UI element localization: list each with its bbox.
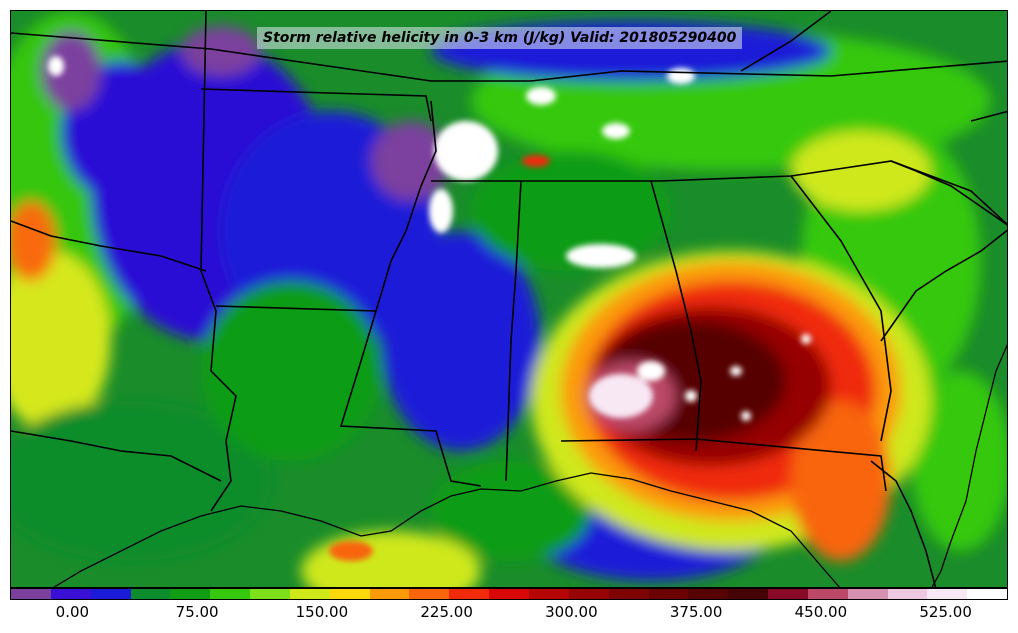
- colorbar-segment: [11, 589, 51, 599]
- coastline: [53, 343, 1007, 587]
- colorbar-segment: [608, 589, 649, 599]
- colorbar-tick-label: 0.00: [55, 603, 90, 621]
- colorbar-tick-label: 225.00: [420, 603, 473, 621]
- colorbar-tick-label: 75.00: [175, 603, 219, 621]
- colorbar-segment: [329, 589, 370, 599]
- colorbar-segment: [250, 589, 290, 599]
- colorbar-segment: [130, 589, 171, 599]
- colorbar-segment: [847, 589, 888, 599]
- colorbar-tick-label: 300.00: [545, 603, 598, 621]
- colorbar-segment: [688, 589, 729, 599]
- colorbar-tick-label: 525.00: [919, 603, 972, 621]
- colorbar-segment: [728, 589, 769, 599]
- colorbar-segment: [967, 589, 1008, 599]
- colorbar-segment: [289, 589, 330, 599]
- colorbar-tick-label: 450.00: [794, 603, 848, 621]
- state-boundaries: [11, 11, 1007, 587]
- colorbar-segment: [90, 589, 131, 599]
- map-title: Storm relative helicity in 0-3 km (J/kg)…: [257, 27, 743, 49]
- colorbar-segment: [528, 589, 569, 599]
- colorbar-segment: [768, 589, 808, 599]
- colorbar-segment: [489, 589, 529, 599]
- helicity-map: [11, 11, 1007, 587]
- colorbar-segment: [210, 589, 251, 599]
- colorbar-segment: [50, 589, 91, 599]
- map-panel: Storm relative helicity in 0-3 km (J/kg)…: [10, 10, 1008, 588]
- colorbar-tick-labels: 0.00 75.00 150.00 225.00 300.00 375.00 450.00 5…: [10, 600, 1008, 630]
- colorbar-segment: [369, 589, 410, 599]
- colorbar-segment: [927, 589, 968, 599]
- colorbar-segment: [648, 589, 689, 599]
- colorbar-tick-label: 150.00: [295, 603, 349, 621]
- colorbar-segment: [409, 589, 450, 599]
- colorbar-segment: [449, 589, 490, 599]
- colorbar-tick-label: 375.00: [669, 603, 723, 621]
- colorbar-segment: [568, 589, 609, 599]
- colorbar-segment: [887, 589, 928, 599]
- colorbar: [10, 588, 1008, 600]
- colorbar-segment: [807, 589, 848, 599]
- helicity-field: [11, 11, 1007, 587]
- colorbar-segment: [170, 589, 211, 599]
